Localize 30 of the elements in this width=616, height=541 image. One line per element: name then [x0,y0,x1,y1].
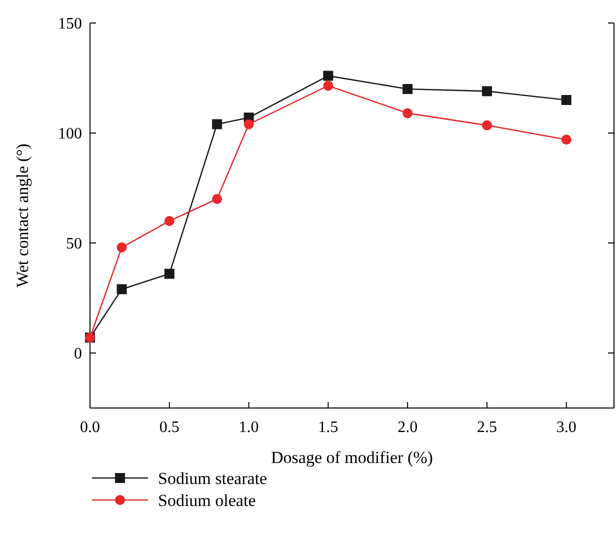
y-tick-label: 0 [74,346,82,363]
point [402,108,413,118]
point [164,216,174,226]
y-tick-label: 50 [66,236,82,253]
point [482,86,492,96]
y-axis-title: Wet contact angle (°) [13,144,32,288]
x-tick-label: 1.0 [238,419,259,436]
point [323,80,334,91]
x-tick-label: 0.0 [80,419,100,436]
legend-label: Sodium oleate [158,490,256,510]
x-tick-label: 2.5 [476,419,497,436]
point [116,242,127,252]
point [482,120,492,130]
point [561,95,572,105]
x-tick-label: 3.0 [556,419,576,436]
x-tick-label: 1.5 [318,419,338,436]
y-tick-label: 100 [58,126,82,143]
point [116,284,127,294]
point [164,268,174,279]
point [323,70,334,81]
x-tick-label: 0.5 [159,419,180,436]
x-tick-label: 2.0 [398,419,418,436]
point [212,119,222,130]
x-axis-title: Dosage of modifier (%) [271,448,433,467]
point [561,134,572,145]
point [244,119,254,130]
point [212,194,222,204]
y-tick-label: 150 [58,16,82,33]
point [402,84,413,94]
legend-label: Sodium stearate [158,468,268,488]
